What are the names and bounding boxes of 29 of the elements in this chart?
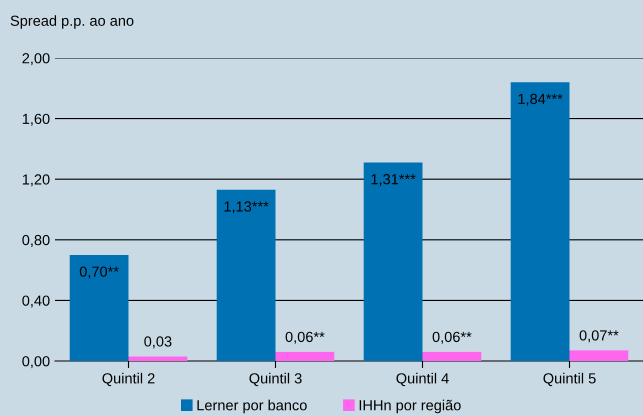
x-tick-label: Quintil 3: [249, 372, 302, 386]
x-tick-label: Quintil 5: [543, 372, 596, 386]
bar: [422, 352, 482, 361]
bar: [276, 352, 334, 361]
data-label: 0,07**: [580, 330, 619, 342]
y-axis-title: Spread p.p. ao ano: [10, 15, 134, 29]
x-tick-label: Quintil 4: [396, 372, 449, 386]
bar: [510, 82, 570, 361]
y-tick-label: 0,40: [22, 296, 50, 308]
y-tick-label: 0,80: [22, 234, 50, 247]
y-tick-label: 1,20: [22, 174, 50, 186]
bar: [70, 254, 128, 361]
bar: [364, 162, 422, 361]
y-tick-label: 1,60: [22, 114, 50, 126]
data-label: 0,06**: [286, 332, 325, 344]
y-tick-label: 0,00: [22, 356, 50, 368]
bar: [128, 356, 188, 361]
data-label: 1,31***: [372, 174, 416, 186]
data-label: 0,70**: [80, 266, 119, 278]
data-label: 1,84***: [518, 94, 563, 106]
bar: [216, 190, 276, 361]
y-tick-label: 2,00: [22, 53, 50, 66]
data-label: 1,13***: [224, 201, 269, 214]
bar: [570, 350, 628, 361]
legend-label: IHHn por região: [360, 400, 461, 414]
x-tick-label: Quintil 2: [102, 372, 155, 386]
legend-label: Lerner por banco: [197, 400, 307, 414]
data-label: 0,03: [144, 336, 172, 348]
data-label: 0,06**: [432, 332, 472, 344]
